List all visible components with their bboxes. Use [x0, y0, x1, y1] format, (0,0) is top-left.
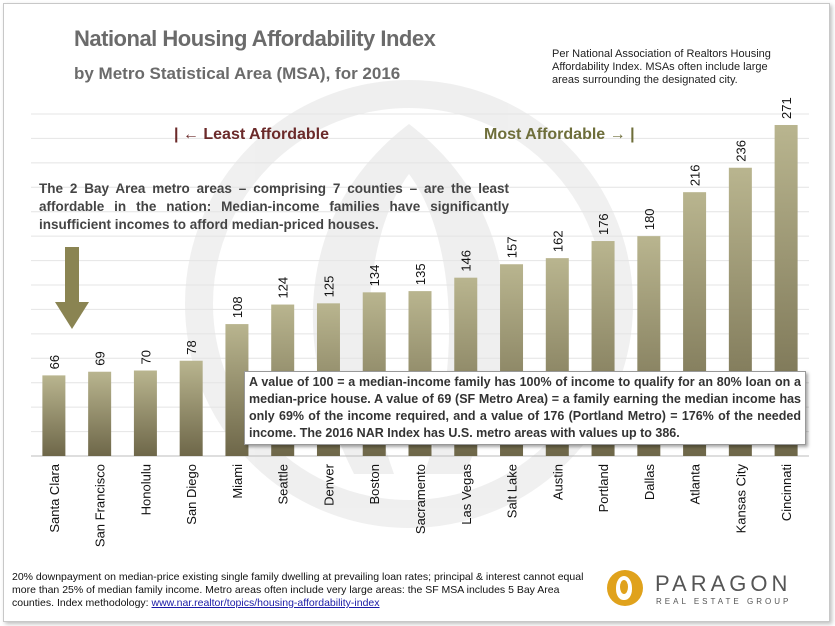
value-label: 157 [505, 237, 520, 259]
down-arrow-icon [55, 247, 89, 329]
category-label: Sacramento [413, 464, 428, 534]
value-label: 78 [184, 340, 199, 354]
value-label: 162 [550, 230, 565, 252]
category-label: Dallas [642, 464, 657, 501]
category-label: San Diego [184, 464, 199, 525]
category-labels-group: Santa Clara San Francisco Honolulu San Dieg… [47, 463, 794, 547]
value-label: 216 [688, 164, 703, 186]
value-label: 124 [276, 277, 291, 299]
most-affordable-label: Most Affordable → | [484, 126, 635, 143]
category-label: Seattle [276, 464, 291, 504]
value-labels-group: 66 69 70 78 108 124 125 134 135 146 157 162 176 180 21… [47, 97, 794, 369]
least-affordable-label: | ← Least Affordable [174, 126, 330, 143]
chart-subtitle: by Metro Statistical Area (MSA), for 201… [74, 64, 401, 83]
category-label: Portland [596, 464, 611, 512]
category-label: Miami [230, 464, 245, 499]
value-label: 135 [413, 263, 428, 285]
chart-title: National Housing Affordability Index [74, 26, 436, 51]
bar [133, 370, 157, 456]
bar [42, 375, 66, 456]
value-label: 134 [367, 265, 382, 287]
footnote: 20% downpayment on median-price existing… [12, 571, 602, 610]
paragon-logo-icon [607, 570, 643, 606]
logo-name: PARAGON [655, 571, 792, 596]
value-label: 125 [321, 276, 336, 298]
category-label: Salt Lake [505, 464, 520, 518]
logo-tagline: REAL ESTATE GROUP [656, 597, 792, 606]
value-label: 271 [779, 97, 794, 119]
bar [179, 360, 203, 456]
value-label: 66 [47, 355, 62, 369]
category-label: Boston [367, 464, 382, 504]
category-label: Honolulu [138, 464, 153, 515]
category-label: San Francisco [93, 464, 108, 547]
value-label: 180 [642, 208, 657, 230]
category-label: Denver [321, 463, 336, 506]
methodology-link[interactable]: www.nar.realtor/topics/housing-affordabi… [151, 597, 380, 609]
category-label: Las Vegas [459, 464, 474, 525]
value-label: 236 [733, 140, 748, 162]
value-label: 69 [93, 351, 108, 365]
index-explanation-callout: A value of 100 = a median-income family … [244, 371, 806, 445]
value-label: 146 [459, 250, 474, 272]
source-note: Per National Association of Realtors Hou… [552, 48, 771, 86]
footnote-text: 20% downpayment on median-price existing… [12, 571, 584, 609]
category-label: Atlanta [688, 463, 703, 504]
value-label: 108 [230, 296, 245, 318]
category-label: Cincinnati [779, 464, 794, 521]
category-label: Kansas City [733, 464, 748, 534]
chart-frame: 66 69 70 78 108 124 125 134 135 146 157 162 176 180 21… [3, 3, 830, 622]
bar-chart: 66 69 70 78 108 124 125 134 135 146 157 162 176 180 21… [31, 80, 809, 547]
bay-area-note: The 2 Bay Area metro areas – comprising … [39, 181, 509, 232]
bar [88, 371, 112, 456]
value-label: 176 [596, 213, 611, 235]
bar [225, 324, 249, 456]
category-label: Santa Clara [47, 463, 62, 532]
value-label: 70 [138, 350, 153, 364]
category-label: Austin [550, 464, 565, 500]
